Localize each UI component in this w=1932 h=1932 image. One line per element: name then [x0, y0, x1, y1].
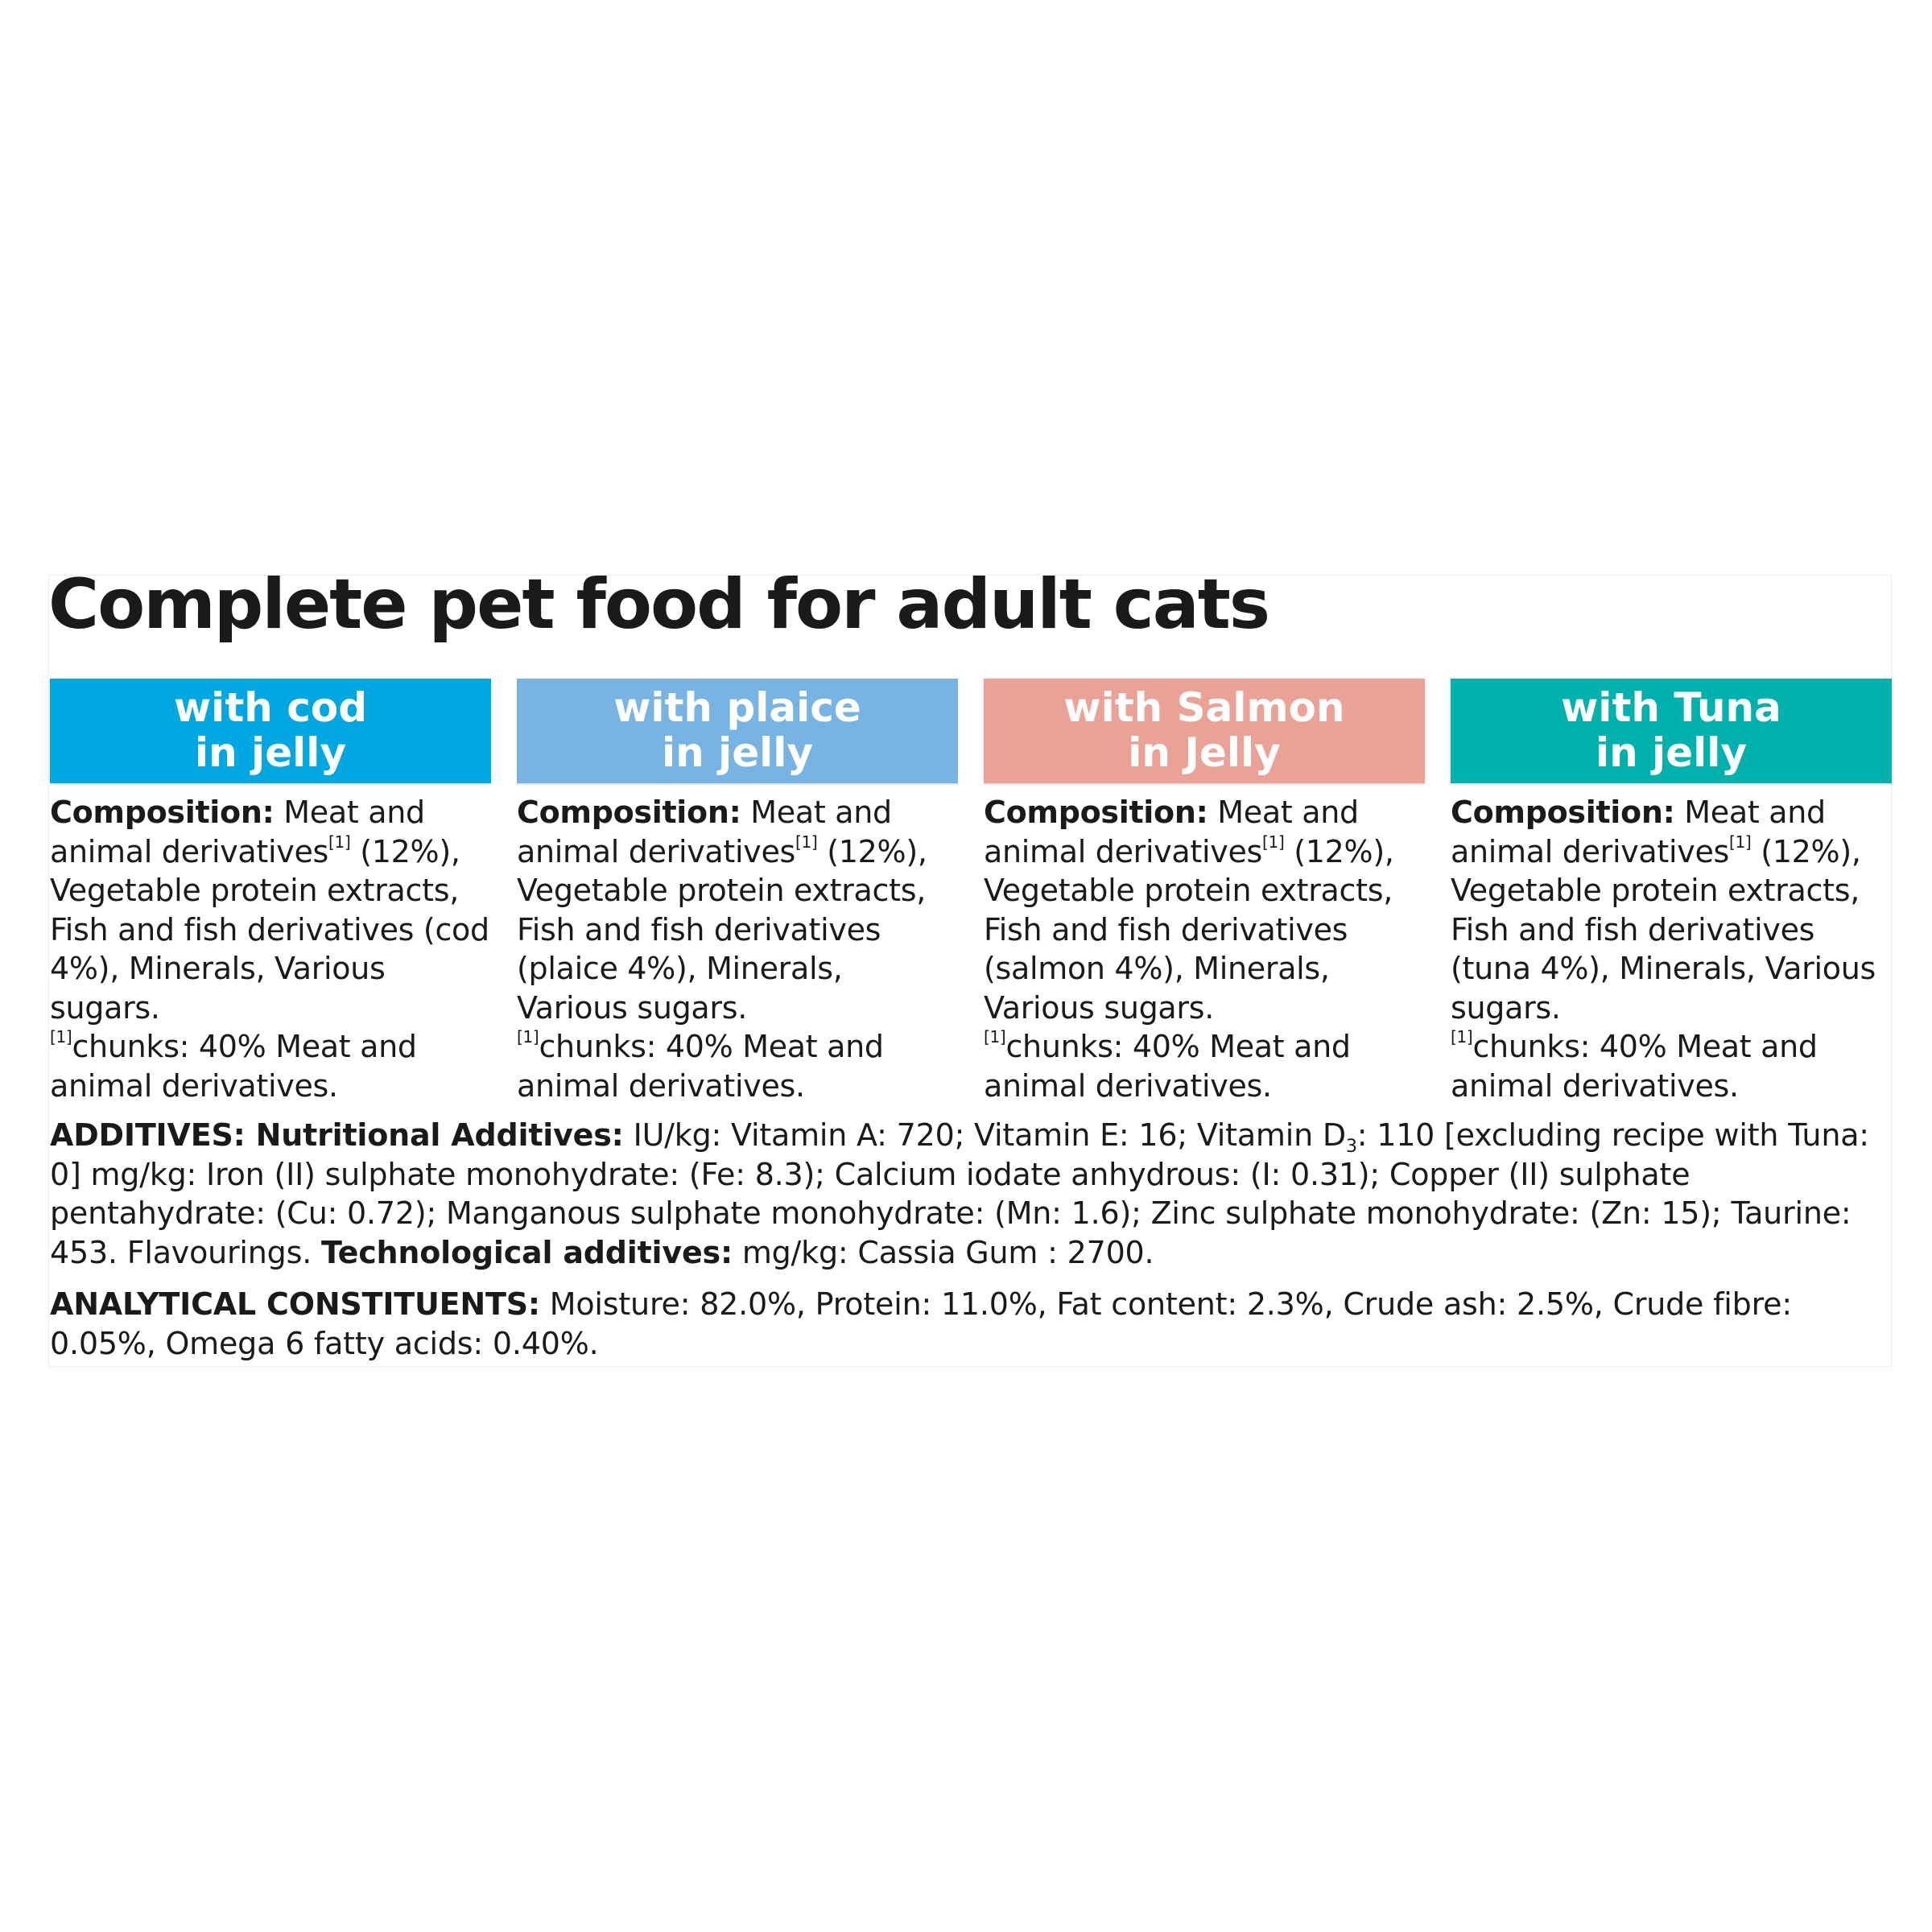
vitamin-d-subscript: 3 — [1345, 1137, 1357, 1157]
analytical-label: ANALYTICAL CONSTITUENTS: — [50, 1286, 540, 1322]
footnote-text: chunks: 40% Meat and animal derivatives. — [517, 1029, 884, 1104]
composition-label: Composition: — [1451, 795, 1675, 830]
footnote-ref: [1] — [1262, 832, 1285, 852]
banner-line: in Jelly — [1128, 729, 1281, 776]
additives-text: : 110 [excluding recipe with Tuna: 0] mg… — [50, 1117, 1869, 1270]
footnote-ref: [1] — [1729, 832, 1752, 852]
analytical-constituents-section: ANALYTICAL CONSTITUENTS: Moisture: 82.0%… — [50, 1285, 1877, 1363]
additives-label: ADDITIVES: Nutritional Additives: — [50, 1117, 624, 1153]
additives-text: IU/kg: Vitamin A: 720; Vitamin E: 16; Vi… — [623, 1117, 1347, 1153]
variant-salmon: with Salmon in Jelly Composition: Meat a… — [984, 679, 1425, 1105]
composition-part: Meat and animal derivatives — [517, 795, 892, 869]
banner-line: in jelly — [1595, 729, 1748, 776]
composition-part: Meat and animal derivatives — [50, 795, 425, 869]
technological-additives-text: mg/kg: Cassia Gum : 2700. — [732, 1234, 1154, 1270]
composition-label: Composition: — [517, 795, 741, 830]
variant-banner: with plaice in jelly — [517, 679, 958, 783]
footnote-mark: [1] — [984, 1027, 1006, 1046]
banner-line: with Tuna — [1561, 684, 1781, 731]
analytical-text: Moisture: 82.0%, Protein: 11.0%, Fat con… — [50, 1286, 1792, 1361]
footnote-mark: [1] — [1451, 1027, 1473, 1046]
composition-text: Composition: Meat and animal derivatives… — [50, 793, 491, 1105]
footnote-mark: [1] — [517, 1027, 539, 1046]
composition-label: Composition: — [50, 795, 275, 830]
composition-part: Meat and animal derivatives — [984, 795, 1359, 869]
composition-part: Meat and animal derivatives — [1451, 795, 1826, 869]
composition-text: Composition: Meat and animal derivatives… — [1451, 793, 1892, 1105]
composition-text: Composition: Meat and animal derivatives… — [517, 793, 958, 1105]
footnote-text: chunks: 40% Meat and animal derivatives. — [50, 1029, 417, 1104]
banner-line: in jelly — [661, 729, 814, 776]
variant-cod: with cod in jelly Composition: Meat and … — [50, 679, 491, 1105]
composition-text: Composition: Meat and animal derivatives… — [984, 793, 1425, 1105]
additives-section: ADDITIVES: Nutritional Additives: IU/kg:… — [50, 1116, 1877, 1272]
footnote-ref: [1] — [328, 832, 351, 852]
variant-tuna: with Tuna in jelly Composition: Meat and… — [1451, 679, 1892, 1105]
footnote-text: chunks: 40% Meat and animal derivatives. — [1451, 1029, 1818, 1104]
composition-label: Composition: — [984, 795, 1208, 830]
composition-part: (12%), Vegetable protein extracts, Fish … — [517, 833, 927, 1026]
variant-banner: with Tuna in jelly — [1451, 679, 1892, 783]
banner-line: with Salmon — [1063, 684, 1345, 731]
label-panel — [48, 575, 1892, 1367]
variant-banner: with Salmon in Jelly — [984, 679, 1425, 783]
page-title: Complete pet food for adult cats — [48, 564, 1270, 645]
variant-banner: with cod in jelly — [50, 679, 491, 783]
variant-plaice: with plaice in jelly Composition: Meat a… — [517, 679, 958, 1105]
footnote-mark: [1] — [50, 1027, 72, 1046]
banner-line: with cod — [173, 684, 367, 731]
footnote-ref: [1] — [795, 832, 818, 852]
footnote-text: chunks: 40% Meat and animal derivatives. — [984, 1029, 1351, 1104]
banner-line: in jelly — [194, 729, 347, 776]
banner-line: with plaice — [613, 684, 861, 731]
composition-part: (12%), Vegetable protein extracts, Fish … — [50, 833, 489, 1026]
composition-part: (12%), Vegetable protein extracts, Fish … — [984, 833, 1394, 1026]
composition-part: (12%), Vegetable protein extracts, Fish … — [1451, 833, 1876, 1026]
technological-additives-label: Technological additives: — [320, 1234, 733, 1270]
